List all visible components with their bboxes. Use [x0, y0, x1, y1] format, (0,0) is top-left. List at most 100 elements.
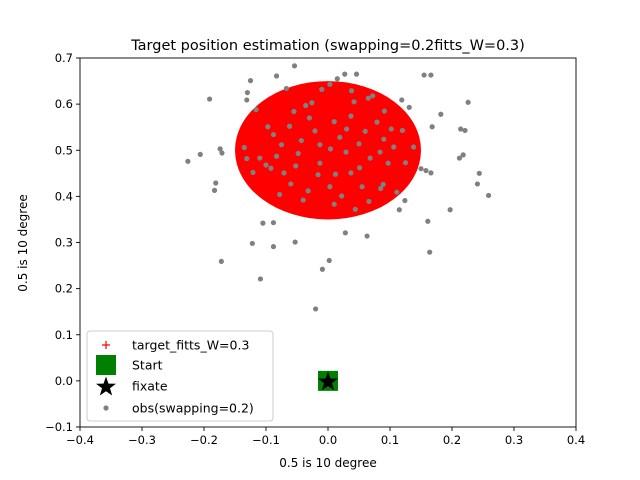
- obs-point: [327, 81, 333, 87]
- y-tick-label: 0.5: [55, 143, 73, 157]
- y-axis-label: 0.5 is 10 degree: [16, 194, 30, 291]
- obs-point: [327, 146, 334, 152]
- obs-point: [257, 155, 263, 161]
- obs-point: [343, 149, 349, 155]
- obs-point: [273, 73, 280, 79]
- obs-point: [213, 180, 219, 186]
- legend-marker-star: [96, 376, 116, 396]
- fixate-marker: [318, 371, 338, 391]
- legend: target_fitts_W=0.3 Start fixate obs(swappin…: [86, 330, 274, 422]
- obs-point: [425, 218, 431, 224]
- obs-point: [348, 170, 354, 176]
- y-tick-label: 0.2: [55, 282, 73, 296]
- obs-point: [278, 142, 285, 148]
- obs-point: [377, 149, 383, 155]
- x-tick-label: 0.1: [381, 433, 399, 447]
- obs-point: [253, 107, 259, 113]
- chart-title: Target position estimation (swapping=0.2…: [130, 38, 525, 54]
- obs-point: [456, 155, 463, 161]
- obs-point: [485, 192, 492, 199]
- obs-point: [332, 171, 339, 177]
- x-axis-label: 0.5 is 10 degree: [279, 456, 376, 470]
- obs-point: [309, 100, 315, 106]
- legend-label: obs(swapping=0.2): [132, 401, 254, 416]
- y-tick-label: 0.4: [55, 189, 73, 203]
- obs-point: [356, 141, 362, 147]
- obs-point: [438, 111, 444, 117]
- obs-point: [460, 152, 466, 158]
- obs-point: [410, 144, 417, 150]
- obs-point: [370, 93, 376, 99]
- obs-point: [337, 134, 343, 140]
- obs-point: [305, 188, 311, 194]
- obs-point: [317, 160, 323, 166]
- obs-point: [211, 187, 218, 193]
- obs-point: [351, 99, 357, 105]
- obs-point: [334, 76, 340, 82]
- x-tick-label: −0.1: [252, 433, 280, 447]
- obs-point: [303, 102, 309, 109]
- y-tick-label: 0.0: [55, 374, 73, 388]
- obs-point: [399, 127, 405, 134]
- obs-point: [288, 181, 294, 187]
- obs-point: [418, 166, 424, 172]
- obs-point: [295, 150, 301, 157]
- obs-point: [244, 155, 250, 162]
- obs-point: [270, 220, 277, 226]
- x-tick-label: 0.4: [567, 433, 585, 447]
- obs-point: [380, 181, 386, 187]
- y-tick-label: 0.1: [55, 328, 73, 342]
- obs-point: [263, 162, 269, 168]
- obs-point: [339, 193, 345, 199]
- obs-point: [357, 165, 363, 171]
- obs-point: [218, 258, 224, 265]
- obs-point: [399, 97, 405, 103]
- obs-point: [427, 249, 433, 255]
- obs-point: [359, 184, 365, 190]
- obs-point: [428, 72, 434, 78]
- axes: −0.4 −0.3 −0.2 −0.1 0.0 0.1 0.2 0.3 0.4 −0.1 0.0 0.…: [45, 51, 585, 447]
- obs-point: [273, 153, 280, 159]
- obs-point: [286, 123, 293, 129]
- obs-point: [244, 89, 250, 96]
- obs-point: [185, 158, 191, 164]
- obs-point: [319, 86, 325, 92]
- obs-point: [465, 99, 471, 105]
- obs-point: [396, 207, 402, 213]
- obs-point: [326, 257, 332, 264]
- legend-marker-square: [96, 355, 116, 375]
- obs-point: [421, 72, 427, 78]
- obs-point: [291, 63, 298, 69]
- obs-point: [342, 230, 348, 236]
- obs-point: [219, 150, 225, 156]
- obs-point: [250, 169, 256, 175]
- obs-point: [327, 184, 333, 190]
- x-tick-label: 0.2: [443, 433, 461, 447]
- obs-point: [428, 170, 434, 176]
- obs-point: [447, 207, 453, 213]
- obs-point: [429, 124, 435, 130]
- obs-point: [402, 160, 409, 166]
- obs-point: [462, 127, 468, 134]
- obs-point: [247, 78, 254, 84]
- obs-point: [474, 181, 481, 187]
- obs-point: [381, 108, 388, 114]
- y-tick-label: 0.7: [55, 51, 73, 65]
- obs-point: [402, 197, 408, 204]
- obs-point: [378, 185, 384, 192]
- obs-point: [388, 126, 394, 132]
- obs-point: [353, 71, 360, 77]
- obs-point: [342, 71, 348, 77]
- legend-label: Start: [132, 358, 163, 373]
- obs-point: [362, 128, 368, 134]
- obs-point: [344, 126, 350, 132]
- y-tick-label: 0.6: [55, 97, 73, 111]
- obs-point: [385, 160, 391, 166]
- obs-point: [281, 170, 287, 176]
- obs-point: [283, 85, 290, 92]
- obs-point: [364, 233, 370, 239]
- obs-point: [381, 136, 387, 142]
- obs-point: [366, 198, 372, 205]
- y-tick-label: −0.1: [45, 420, 73, 434]
